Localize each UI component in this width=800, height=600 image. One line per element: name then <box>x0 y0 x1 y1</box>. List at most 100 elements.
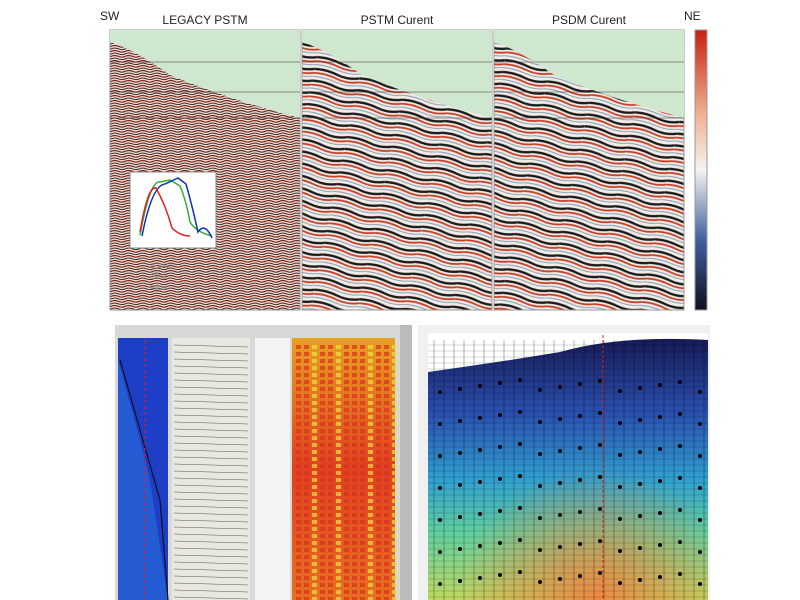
semblance-cell <box>336 597 341 600</box>
node <box>638 418 642 422</box>
gather-trace <box>173 351 249 355</box>
semblance-cell <box>344 562 349 566</box>
semblance-cell <box>296 436 301 440</box>
semblance-cell <box>328 436 333 440</box>
semblance-cell <box>336 422 341 426</box>
node <box>558 417 562 421</box>
side-label: SW <box>100 9 120 23</box>
node <box>458 387 462 391</box>
semblance-cell <box>328 548 333 552</box>
gather-trace <box>173 568 249 572</box>
semblance-cell <box>320 597 325 600</box>
semblance-cell <box>320 464 325 468</box>
semblance-cell <box>320 583 325 587</box>
semblance-cell <box>296 457 301 461</box>
node <box>618 485 622 489</box>
semblance-cell <box>336 555 341 559</box>
semblance-cell <box>384 485 389 489</box>
node <box>478 576 482 580</box>
semblance-cell <box>328 422 333 426</box>
semblance-cell <box>312 352 317 356</box>
gather-trace <box>173 540 249 544</box>
semblance-cell <box>312 555 317 559</box>
node <box>678 540 682 544</box>
semblance-cell <box>336 478 341 482</box>
semblance-cell <box>336 380 341 384</box>
node <box>558 577 562 581</box>
semblance-cell <box>360 394 365 398</box>
semblance-cell <box>384 492 389 496</box>
semblance-cell <box>312 597 317 600</box>
semblance-cell <box>344 443 349 447</box>
water-layer <box>302 30 492 118</box>
semblance-cell <box>376 380 381 384</box>
semblance-cell <box>344 408 349 412</box>
node <box>618 517 622 521</box>
semblance-cell <box>376 555 381 559</box>
node <box>438 454 442 458</box>
semblance-cell <box>376 485 381 489</box>
semblance-cell <box>296 366 301 370</box>
semblance-cell <box>384 569 389 573</box>
semblance-cell <box>368 401 373 405</box>
semblance-cell <box>384 352 389 356</box>
semblance-cell <box>304 569 309 573</box>
semblance-cell <box>336 506 341 510</box>
semblance-cell <box>296 464 301 468</box>
semblance-cell <box>328 352 333 356</box>
frequency-inset: LEGACY PSTM PSDM <box>129 171 217 292</box>
semblance-cell <box>376 429 381 433</box>
node <box>618 421 622 425</box>
gather-trace <box>173 435 249 439</box>
semblance-cell <box>320 345 325 349</box>
semblance-cell <box>304 478 309 482</box>
semblance-cell <box>392 464 397 468</box>
semblance-cell <box>296 352 301 356</box>
semblance-cell <box>392 457 397 461</box>
semblance-cell <box>384 373 389 377</box>
semblance-cell <box>336 513 341 517</box>
node <box>498 477 502 481</box>
semblance-cell <box>312 366 317 370</box>
semblance-cell <box>296 422 301 426</box>
node <box>618 389 622 393</box>
semblance-cell <box>328 380 333 384</box>
semblance-cell <box>344 373 349 377</box>
semblance-cell <box>376 506 381 510</box>
node <box>698 390 702 394</box>
node <box>578 414 582 418</box>
velocity-pick <box>119 359 169 600</box>
semblance-cell <box>312 534 317 538</box>
semblance-cell <box>392 408 397 412</box>
semblance-cell <box>336 534 341 538</box>
semblance-cell <box>392 555 397 559</box>
semblance-cell <box>304 590 309 594</box>
semblance-cell <box>384 499 389 503</box>
semblance-cell <box>312 443 317 447</box>
node <box>458 547 462 551</box>
panel-title: LEGACY PSTM <box>162 13 247 27</box>
semblance-cell <box>304 345 309 349</box>
semblance-cell <box>296 534 301 538</box>
gather-trace <box>173 554 249 558</box>
semblance-cell <box>392 590 397 594</box>
semblance-cell <box>352 506 357 510</box>
semblance-cell <box>312 471 317 475</box>
semblance-cell <box>384 471 389 475</box>
legend-text: LEGACY <box>150 264 174 270</box>
semblance-cell <box>312 380 317 384</box>
side-label: NE <box>684 9 701 23</box>
semblance-cell <box>312 464 317 468</box>
node <box>578 574 582 578</box>
semblance-cell <box>368 436 373 440</box>
gather-trace <box>173 442 249 446</box>
semblance-cell <box>328 569 333 573</box>
semblance-cell <box>376 520 381 524</box>
node <box>498 381 502 385</box>
semblance-cell <box>304 513 309 517</box>
semblance-cell <box>320 380 325 384</box>
semblance-cell <box>336 408 341 412</box>
semblance-cell <box>352 499 357 503</box>
semblance-cell <box>312 408 317 412</box>
semblance-cell <box>376 394 381 398</box>
